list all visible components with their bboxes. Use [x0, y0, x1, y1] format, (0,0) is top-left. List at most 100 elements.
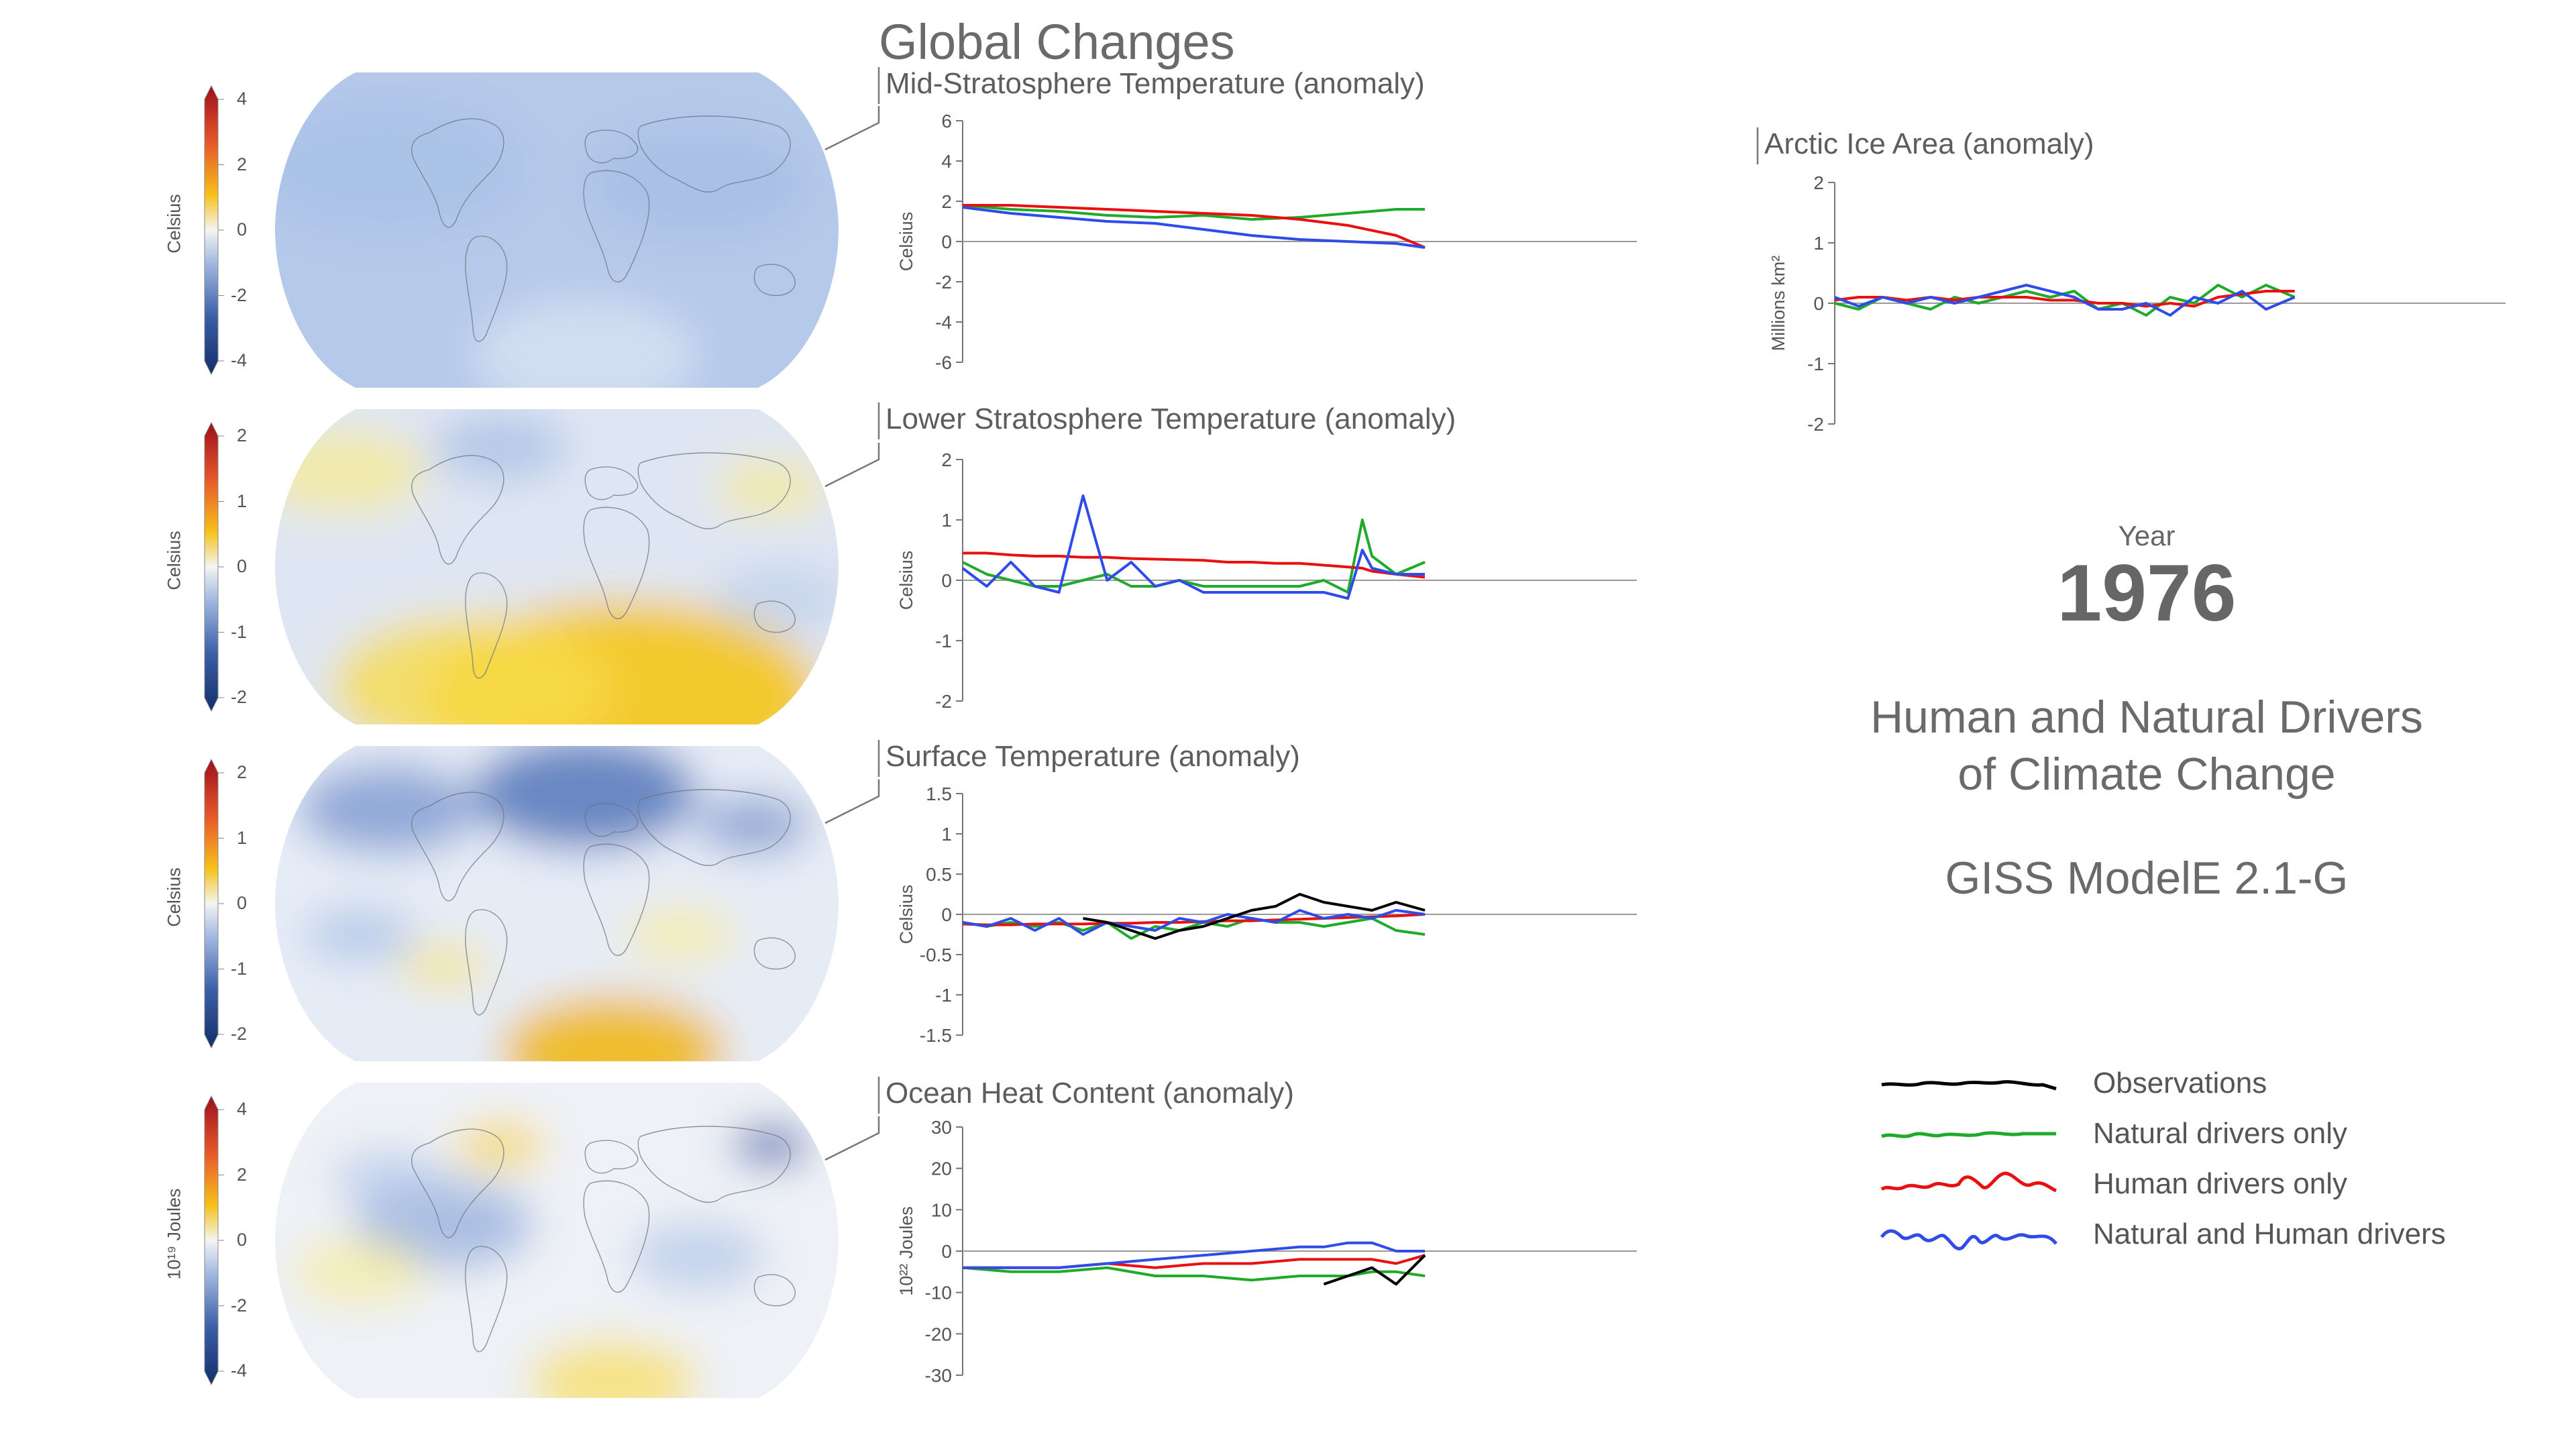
y-tick-label: -1 — [1807, 354, 1824, 374]
line-chart: 2 1 0 -1 -2 Millions km² — [1768, 172, 2506, 435]
colorbar-tick-label: 0 — [236, 219, 247, 239]
y-axis-label: Celsius — [896, 212, 916, 272]
y-tick-label: -30 — [925, 1365, 952, 1386]
y-tick-label: -6 — [935, 352, 952, 373]
colorbar-tick-label: 1 — [236, 490, 247, 511]
y-tick-label: -2 — [935, 691, 952, 712]
chart-title: Surface Temperature (anomaly) — [885, 740, 1300, 773]
y-tick-label: -1 — [935, 985, 952, 1006]
y-tick-label: 1 — [941, 824, 952, 845]
series-line-human — [963, 204, 1426, 249]
y-axis-label: Celsius — [896, 551, 916, 610]
colorbar-unit-label: Celsius — [164, 867, 184, 927]
title-bracket — [877, 1077, 880, 1114]
chart-title: Lower Stratosphere Temperature (anomaly) — [885, 402, 1456, 435]
line-chart: 2 1 0 -1 -2 Celsius — [896, 449, 1637, 712]
world-map — [275, 409, 839, 724]
colorbar — [204, 85, 224, 376]
y-tick-label: -1.5 — [920, 1025, 952, 1046]
series-line-human — [1834, 290, 2295, 308]
y-tick-label: 1 — [941, 510, 952, 531]
series-line-both — [961, 494, 1426, 600]
page-title: Global Changes — [879, 14, 1235, 70]
legend-swatch-observations — [1881, 1080, 2057, 1091]
colorbar-tick-label: 0 — [236, 1230, 247, 1250]
chart-title: Arctic Ice Area (anomaly) — [1764, 127, 2094, 160]
connector-line — [824, 1116, 880, 1161]
colorbar-tick-label: -1 — [230, 621, 247, 642]
legend-swatch-natural — [1881, 1131, 2056, 1138]
series-line-both — [962, 206, 1426, 249]
y-tick-label: 30 — [931, 1117, 952, 1138]
y-tick-label: 0 — [941, 570, 952, 591]
colorbar-tick-label: -4 — [230, 1360, 247, 1381]
y-tick-label: 2 — [941, 191, 952, 212]
connector-line — [824, 780, 880, 824]
series-line-human — [962, 913, 1426, 926]
y-tick-label: -0.5 — [920, 945, 952, 965]
chart-title: Ocean Heat Content (anomaly) — [885, 1077, 1294, 1110]
info-title-line-1: Human and Natural Drivers — [1870, 692, 2423, 743]
series-line-natural — [962, 519, 1426, 594]
info-title-line-2: of Climate Change — [1957, 749, 2336, 800]
y-tick-label: 0 — [941, 1241, 952, 1262]
y-axis-label: 10²² Joules — [896, 1206, 916, 1296]
legend-label: Natural and Human drivers — [2093, 1218, 2446, 1250]
series-line-observations — [1083, 893, 1426, 940]
world-map — [275, 746, 839, 1061]
colorbar-tick-label: 2 — [236, 1164, 247, 1185]
y-tick-label: 0 — [1813, 293, 1824, 314]
legend-swatch-human — [1880, 1171, 2057, 1193]
colorbar-tick-label: 0 — [236, 893, 247, 913]
y-axis-label: Celsius — [896, 885, 916, 945]
colorbar-tick-label: 2 — [236, 425, 247, 445]
colorbar-unit-label: Celsius — [164, 531, 184, 590]
colorbar-tick-label: 1 — [236, 827, 247, 848]
series-line-both — [962, 909, 1426, 936]
year-label: Year — [2118, 520, 2176, 551]
colorbar-tick-label: -4 — [230, 350, 247, 370]
y-axis-label: Millions km² — [1768, 256, 1788, 352]
legend-swatch-both — [1880, 1229, 2057, 1250]
model-name: GISS ModelE 2.1-G — [1945, 853, 2349, 904]
colorbar — [204, 421, 224, 712]
title-bracket — [877, 740, 880, 777]
legend-label: Observations — [2093, 1067, 2267, 1099]
y-tick-label: -10 — [925, 1283, 952, 1303]
series-line-natural — [962, 1266, 1426, 1282]
series-line-both — [1834, 284, 2296, 317]
y-tick-label: 6 — [941, 111, 952, 131]
y-tick-label: -4 — [935, 312, 952, 333]
legend-label: Natural drivers only — [2093, 1117, 2348, 1150]
connector-line — [824, 443, 880, 488]
colorbar-tick-label: 4 — [236, 1099, 247, 1119]
colorbar — [204, 758, 224, 1049]
title-bracket — [877, 402, 880, 439]
y-tick-label: 0 — [941, 231, 952, 252]
series-line-both — [963, 1241, 1426, 1269]
y-tick-label: 1 — [1813, 233, 1824, 254]
colorbar-tick-label: 2 — [236, 154, 247, 174]
colorbar-tick-label: -2 — [230, 1295, 247, 1316]
title-bracket — [877, 67, 880, 104]
colorbar-tick-label: -2 — [230, 284, 247, 305]
y-tick-label: 2 — [1813, 172, 1824, 193]
colorbar-tick-label: -1 — [230, 958, 247, 979]
y-tick-label: -2 — [935, 272, 952, 292]
series-line-observations — [1323, 1254, 1426, 1286]
y-tick-label: 20 — [931, 1159, 952, 1179]
colorbar-tick-label: 2 — [236, 762, 247, 782]
colorbar-unit-label: Celsius — [164, 194, 184, 254]
y-tick-label: 1.5 — [926, 784, 952, 804]
line-chart: 6 4 2 0 -2 -4 -6 Celsius — [896, 111, 1637, 373]
y-tick-label: -2 — [1807, 414, 1824, 435]
y-tick-label: 2 — [941, 449, 952, 470]
series-line-natural — [962, 917, 1426, 940]
year-value: 1976 — [2057, 548, 2237, 638]
y-tick-label: -1 — [935, 631, 952, 651]
world-map — [275, 1083, 839, 1398]
title-bracket — [1756, 127, 1759, 164]
y-tick-label: 10 — [931, 1199, 952, 1220]
connector-line — [824, 106, 880, 151]
colorbar-tick-label: -2 — [230, 687, 247, 707]
